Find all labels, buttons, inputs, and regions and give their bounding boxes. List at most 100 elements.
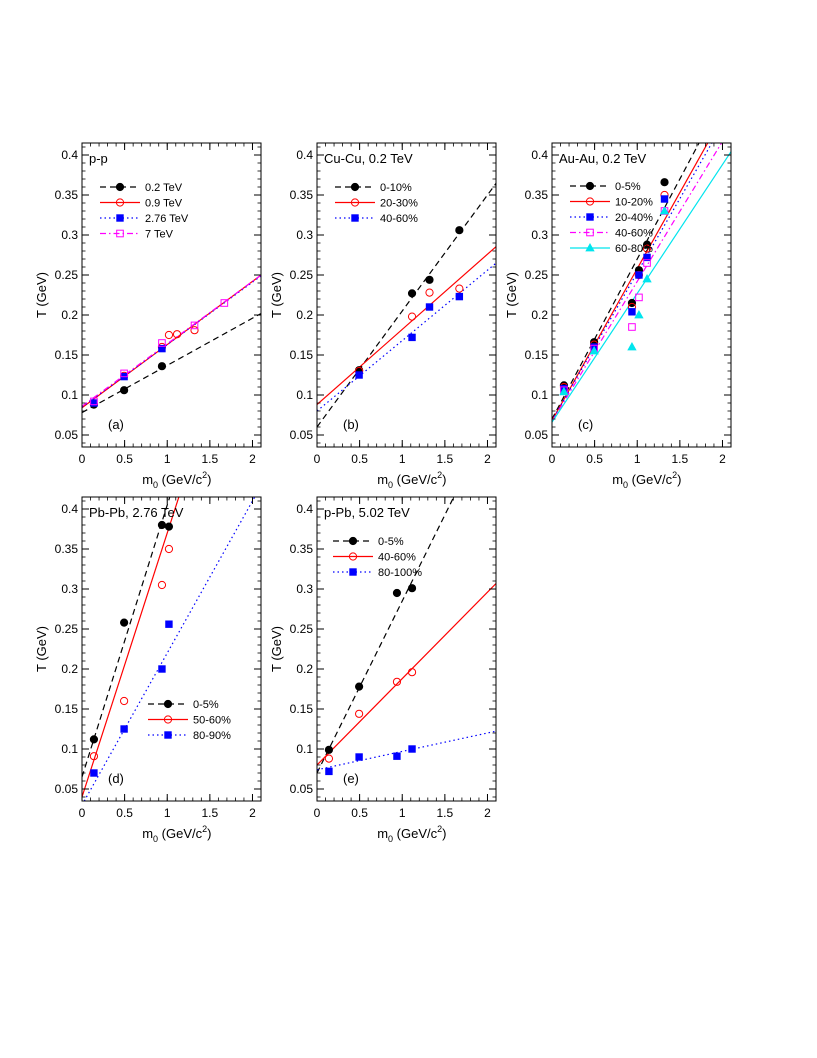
- legend-label: 20-40%: [615, 212, 653, 224]
- data-point: [642, 244, 652, 253]
- x-tick-label: 1: [399, 452, 406, 466]
- x-axis-title: m0 (GeV/c2): [142, 824, 211, 844]
- data-point: [120, 386, 129, 395]
- data-point: [408, 745, 416, 753]
- x-tick-label: 1: [164, 452, 171, 466]
- data-point: [407, 584, 417, 593]
- y-tick-label: 0.05: [290, 782, 314, 796]
- x-tick-label: 0: [549, 452, 556, 466]
- legend-label: 0-10%: [380, 182, 412, 194]
- panel-tag: (a): [108, 417, 124, 432]
- y-tick-label: 0.25: [55, 268, 79, 282]
- y-tick-label: 0.15: [290, 348, 314, 362]
- legend-marker: [348, 552, 358, 561]
- y-tick-label: 0.4: [531, 148, 548, 162]
- data-point: [325, 767, 333, 776]
- x-axis-title: m0 (GeV/c2): [142, 470, 211, 490]
- data-point: [659, 205, 670, 215]
- legend-marker: [163, 699, 173, 709]
- data-point: [635, 293, 643, 302]
- plot-frame: [316, 496, 497, 802]
- fit-line-0-5%: [552, 143, 700, 420]
- data-point: [190, 321, 199, 330]
- fit-lines: [317, 497, 496, 774]
- legend: 0-5% 50-60% 80-90%: [148, 699, 231, 742]
- panel-5: 0 0.5 1 1.5 2 0.05 0.1 0.15 0.2 0.25 0.3 0.35 0.4 m0 …: [269, 496, 497, 844]
- plot-frame: [81, 496, 262, 802]
- legend-label: 10-20%: [615, 197, 653, 209]
- data-point: [425, 275, 434, 284]
- legend-marker: [586, 228, 594, 237]
- legend-marker: [585, 181, 595, 191]
- legend-label: 40-60%: [615, 228, 653, 240]
- data-point: [157, 362, 167, 371]
- data-points: [355, 226, 464, 379]
- data-point: [642, 273, 652, 283]
- y-axis-title: T (GeV): [504, 272, 519, 318]
- y-tick-label: 0.2: [296, 308, 313, 322]
- data-point: [455, 284, 464, 293]
- y-axis-title: T (GeV): [269, 272, 284, 318]
- legend-label: 2.76 TeV: [145, 213, 189, 225]
- data-point: [407, 312, 417, 321]
- x-tick-label: 0.5: [351, 452, 368, 466]
- y-axis-title: T (GeV): [34, 626, 49, 672]
- legend-marker: [116, 214, 124, 222]
- legend-label: 7 TeV: [145, 229, 174, 241]
- x-axis-title: m0 (GeV/c2): [612, 470, 681, 490]
- data-point: [407, 668, 417, 677]
- data-point: [120, 369, 128, 378]
- panel-3: 0 0.5 1 1.5 2 0.05 0.1 0.15 0.2 0.25 0.3 0.35 0.4 m0 …: [504, 142, 732, 490]
- data-points: [89, 299, 229, 409]
- legend: 0-10% 20-30% 40-60%: [335, 182, 418, 225]
- data-point: [90, 399, 98, 407]
- legend-label: 60-80%: [615, 243, 653, 255]
- data-point: [628, 323, 636, 331]
- y-axis-title: T (GeV): [34, 272, 49, 318]
- y-tick-label: 0.25: [55, 622, 79, 636]
- fit-line-0-5%: [317, 497, 455, 774]
- data-point: [120, 696, 129, 706]
- legend-marker: [116, 229, 124, 238]
- fit-line-0-5%: [82, 497, 171, 778]
- data-point: [157, 520, 167, 530]
- panel-title: Pb-Pb, 2.76 TeV: [89, 505, 184, 520]
- y-tick-label: 0.4: [61, 148, 78, 162]
- data-points: [559, 178, 670, 396]
- x-tick-label: 2: [249, 452, 256, 466]
- x-tick-label: 2: [719, 452, 726, 466]
- y-tick-label: 0.4: [61, 502, 78, 516]
- data-point: [643, 259, 651, 267]
- data-point: [355, 371, 363, 379]
- panel-tag: (b): [343, 417, 359, 432]
- x-axis-title: m0 (GeV/c2): [377, 470, 446, 490]
- panel-title: p-Pb, 5.02 TeV: [324, 505, 410, 520]
- x-tick-label: 0.5: [586, 452, 603, 466]
- y-tick-label: 0.25: [290, 268, 314, 282]
- legend-label: 0.2 TeV: [145, 182, 183, 194]
- data-point: [89, 752, 99, 761]
- y-tick-label: 0.15: [55, 702, 79, 716]
- y-tick-label: 0.3: [296, 228, 313, 242]
- plot-frame: [316, 142, 497, 448]
- legend-marker: [585, 197, 595, 206]
- data-point: [634, 309, 644, 319]
- data-point: [90, 769, 98, 777]
- fit-line-40-60%: [317, 262, 496, 412]
- panel-1: 0 0.5 1 1.5 2 0.05 0.1 0.15 0.2 0.25 0.3 0.35 0.4 m0 …: [34, 142, 262, 490]
- y-tick-label: 0.15: [290, 702, 314, 716]
- y-tick-label: 0.3: [61, 228, 78, 242]
- x-tick-label: 1.5: [202, 452, 219, 466]
- y-tick-label: 0.1: [61, 742, 78, 756]
- data-point: [165, 620, 173, 628]
- y-tick-label: 0.05: [290, 428, 314, 442]
- y-tick-label: 0.25: [290, 622, 314, 636]
- y-tick-label: 0.2: [531, 308, 548, 322]
- x-tick-label: 0.5: [116, 806, 133, 820]
- legend-label: 0-5%: [615, 181, 641, 193]
- x-tick-label: 1.5: [437, 452, 454, 466]
- y-tick-label: 0.2: [61, 308, 78, 322]
- legend-marker: [586, 213, 594, 221]
- y-tick-label: 0.1: [296, 742, 313, 756]
- data-points: [324, 584, 417, 776]
